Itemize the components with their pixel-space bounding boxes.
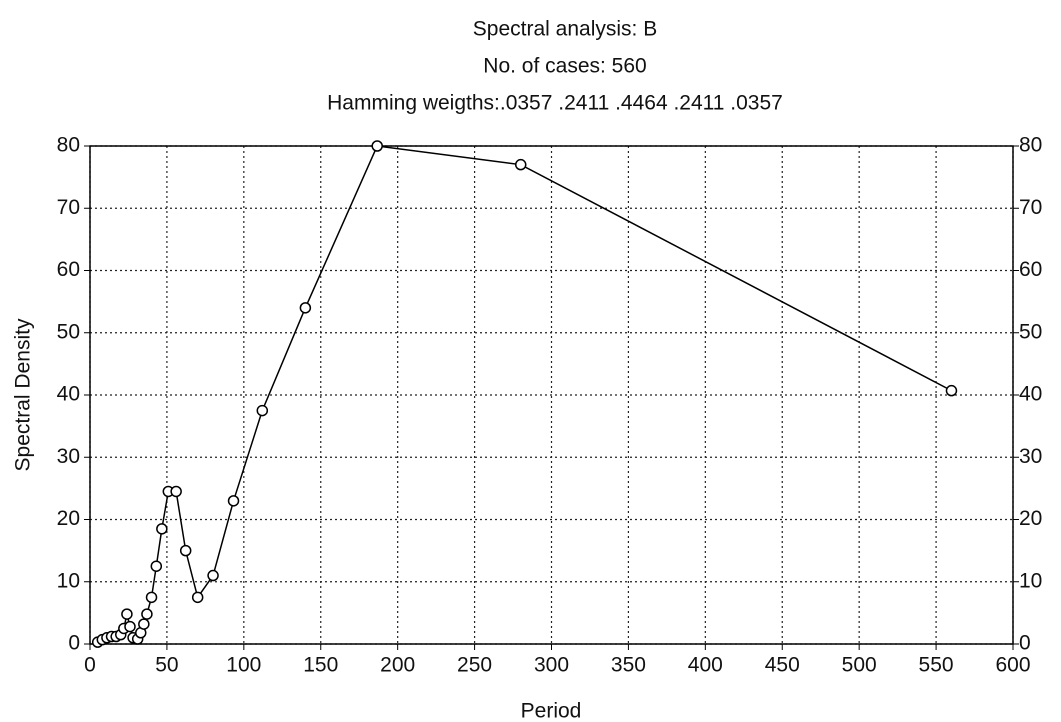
x-tick-label: 400 — [688, 654, 723, 677]
data-point — [138, 618, 150, 630]
y2-tick-label: 20 — [1019, 507, 1042, 530]
x-tick-label: 300 — [534, 654, 569, 677]
data-point — [156, 523, 168, 535]
x-tick-label: 600 — [995, 654, 1030, 677]
x-tick-label: 200 — [380, 654, 415, 677]
data-point — [145, 591, 158, 604]
x-tick-label: 50 — [155, 654, 178, 677]
y-tick-label: 70 — [57, 196, 80, 219]
y2-tick-label: 10 — [1019, 569, 1042, 592]
x-tick-label: 550 — [919, 654, 954, 677]
x-tick-label: 0 — [84, 654, 96, 677]
chart-subtitle: No. of cases: 560 — [483, 55, 646, 78]
y-tick-label: 80 — [57, 134, 80, 157]
data-point — [227, 495, 240, 507]
data-line — [97, 145, 952, 643]
y2-tick-label: 30 — [1019, 445, 1042, 468]
y2-tick-label: 60 — [1019, 258, 1042, 281]
y2-tick-label: 40 — [1019, 383, 1042, 406]
y-tick-label: 0 — [68, 632, 80, 655]
y-tick-label: 60 — [57, 258, 80, 281]
x-tick-label: 100 — [226, 654, 261, 677]
y-tick-label: 30 — [57, 445, 80, 468]
y-tick-label: 20 — [57, 507, 80, 530]
y-tick-label: 10 — [57, 569, 80, 592]
x-tick-label: 500 — [842, 654, 877, 677]
data-point — [371, 140, 383, 152]
y-tick-label: 50 — [57, 320, 80, 343]
x-tick-label: 150 — [303, 654, 338, 677]
x-tick-label: 450 — [765, 654, 800, 677]
data-point — [945, 384, 958, 397]
chart-title: Spectral analysis: B — [473, 18, 657, 41]
data-point — [179, 544, 192, 557]
data-point — [141, 608, 153, 620]
data-point — [124, 620, 136, 633]
x-tick-label: 250 — [457, 654, 492, 677]
x-axis-label: Period — [521, 700, 582, 722]
data-point — [121, 608, 133, 620]
y2-tick-label: 0 — [1019, 632, 1031, 655]
plot-frame — [89, 145, 1014, 645]
y2-tick-label: 80 — [1019, 134, 1042, 157]
annotation: Hamming weigths:.0357 .2411 .4464 .2411 … — [327, 92, 783, 115]
data-point — [191, 591, 204, 604]
y-tick-label: 40 — [57, 383, 80, 406]
data-point — [299, 302, 312, 314]
data-point — [150, 560, 163, 572]
x-tick-label: 350 — [611, 654, 646, 677]
data-point — [207, 569, 219, 582]
data-point — [170, 485, 182, 498]
y-axis-label: Spectral Density — [12, 318, 35, 471]
data-point — [256, 404, 269, 417]
y2-tick-label: 70 — [1019, 196, 1042, 219]
data-point — [514, 158, 527, 171]
y2-tick-label: 50 — [1019, 320, 1042, 343]
